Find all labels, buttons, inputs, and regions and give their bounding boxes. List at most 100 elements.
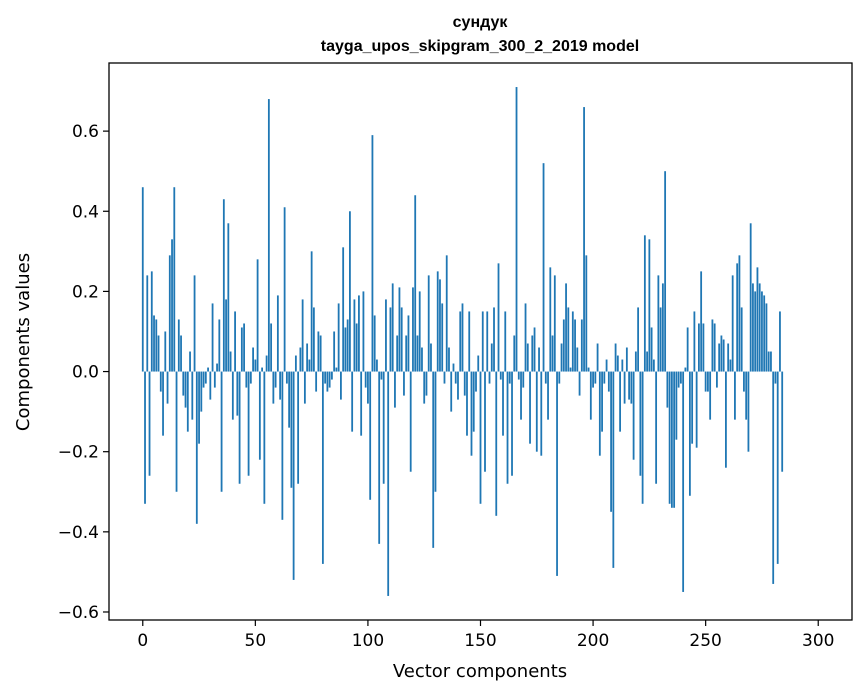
bar-63 [283, 207, 286, 372]
bar-13 [171, 239, 173, 372]
x-tick-label: 250 [689, 631, 721, 651]
bar-253 [711, 319, 714, 372]
bar-117 [405, 335, 408, 372]
bar-23 [193, 275, 196, 372]
bar-140 [457, 371, 459, 400]
bar-231 [661, 283, 664, 372]
bar-203 [598, 371, 601, 456]
y-tick-label: 0.4 [72, 202, 99, 222]
bar-170 [524, 303, 527, 372]
bar-103 [373, 315, 376, 372]
bar-75 [310, 251, 313, 372]
bar-164 [511, 371, 513, 476]
bar-201 [594, 371, 597, 384]
bar-262 [731, 275, 734, 372]
bar-90 [344, 327, 347, 372]
bar-28 [204, 371, 207, 384]
bars-group [141, 87, 784, 596]
bar-81 [324, 371, 327, 384]
bar-207 [607, 371, 610, 392]
bar-1 [144, 371, 146, 504]
bar-26 [200, 371, 203, 412]
bar-44 [240, 327, 243, 372]
bar-119 [409, 371, 412, 472]
bar-277 [765, 303, 768, 372]
bar-20 [186, 371, 189, 432]
bar-101 [369, 371, 372, 500]
bar-240 [682, 371, 685, 592]
bar-6 [155, 319, 158, 372]
bar-233 [666, 371, 669, 408]
bar-51 [256, 259, 259, 372]
bar-130 [434, 371, 437, 492]
bar-104 [376, 359, 378, 372]
bar-30 [209, 371, 212, 400]
bar-61 [279, 371, 282, 400]
bar-47 [247, 371, 250, 476]
bar-126 [425, 371, 428, 396]
bar-62 [281, 371, 284, 520]
bar-234 [668, 371, 671, 504]
bar-54 [263, 371, 266, 504]
bar-34 [218, 319, 221, 372]
bar-186 [560, 343, 563, 372]
bar-45 [243, 323, 245, 372]
bar-279 [770, 351, 772, 372]
bar-256 [718, 343, 721, 372]
bar-229 [657, 275, 660, 372]
bar-76 [312, 307, 315, 372]
bar-254 [713, 323, 716, 372]
bar-270 [749, 223, 752, 372]
bar-271 [752, 283, 754, 372]
bar-112 [394, 371, 396, 408]
bar-131 [436, 271, 439, 372]
bar-86 [335, 367, 338, 372]
bar-195 [580, 319, 583, 372]
bar-209 [612, 371, 615, 568]
bar-154 [488, 371, 491, 384]
x-axis-label: Vector components [393, 661, 567, 682]
bar-59 [274, 371, 277, 388]
bar-141 [459, 311, 462, 372]
bar-78 [317, 331, 320, 372]
bar-192 [574, 319, 576, 372]
bar-181 [549, 267, 552, 372]
bar-196 [583, 107, 585, 372]
bar-225 [648, 239, 651, 372]
bar-118 [407, 315, 410, 372]
bar-206 [605, 359, 608, 372]
bar-221 [639, 371, 642, 476]
bar-249 [702, 323, 705, 372]
bar-100 [367, 371, 369, 404]
bar-228 [655, 371, 658, 484]
bar-216 [628, 371, 630, 400]
bar-88 [340, 371, 342, 400]
bar-98 [362, 291, 365, 372]
bar-238 [677, 371, 680, 388]
bar-134 [443, 371, 446, 384]
bar-241 [684, 367, 687, 372]
bar-252 [709, 371, 712, 420]
bar-124 [421, 347, 423, 372]
bar-264 [736, 263, 739, 372]
bar-127 [427, 275, 430, 372]
bar-24 [195, 371, 198, 524]
bar-273 [756, 267, 759, 372]
bar-243 [688, 371, 691, 496]
bar-280 [772, 371, 775, 584]
bar-159 [499, 371, 502, 380]
bar-274 [758, 283, 761, 372]
y-axis-label: Components values [13, 253, 34, 431]
bar-21 [189, 351, 191, 372]
bar-116 [403, 371, 405, 396]
y-tick-label: 0.2 [72, 282, 99, 302]
bar-128 [430, 343, 432, 372]
bar-143 [463, 371, 466, 396]
x-axis-ticks: 0 50 100 150 200 250 300 [137, 620, 834, 651]
bar-180 [547, 371, 549, 420]
bar-247 [698, 323, 700, 372]
bar-260 [727, 343, 730, 372]
bar-50 [254, 359, 257, 372]
bar-91 [346, 319, 349, 372]
bar-70 [299, 347, 302, 372]
